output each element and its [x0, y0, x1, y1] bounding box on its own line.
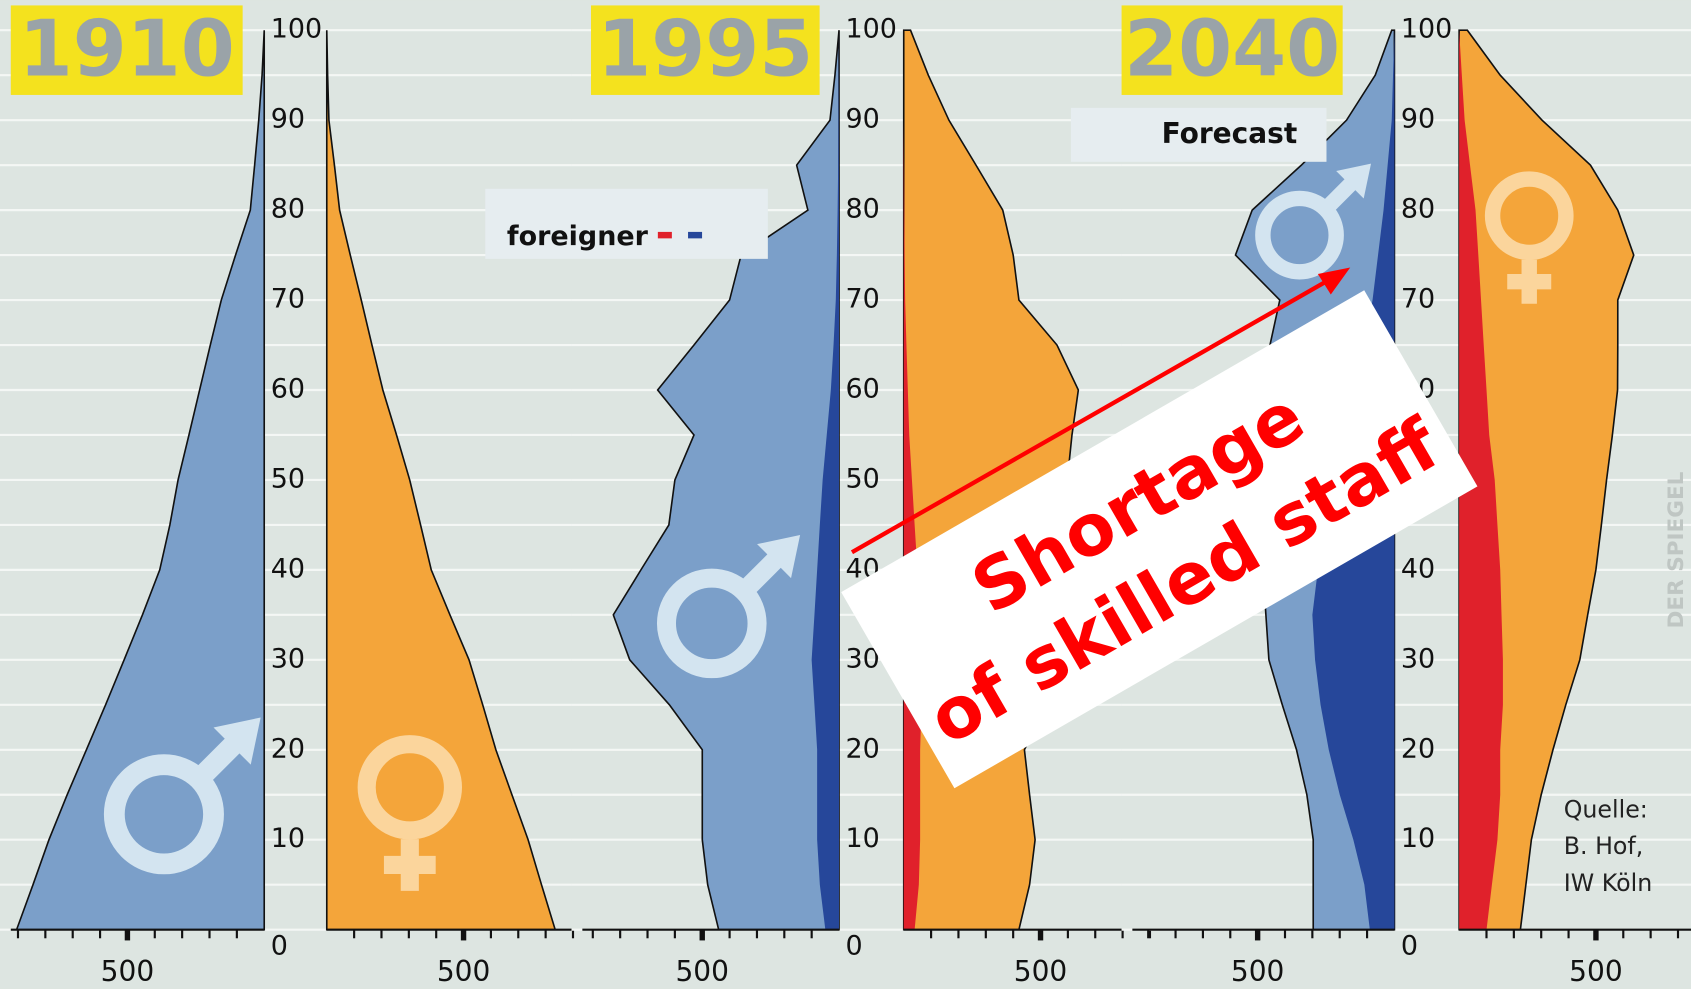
y-tick-label: 60 [846, 373, 880, 404]
gender-symbol [1255, 190, 1344, 280]
chart-title: 1910 [19, 4, 235, 94]
title-box [1121, 5, 1343, 95]
chart-title: 2040 [1124, 4, 1340, 94]
y-tick-label: 10 [271, 823, 305, 854]
title-box [590, 5, 820, 95]
y-tick-label: 30 [1401, 643, 1435, 674]
y-tick-label: 70 [846, 284, 880, 315]
x-tick-label: 500 [1569, 955, 1622, 988]
y-tick-label: 90 [846, 104, 880, 135]
y-tick-label: 20 [846, 733, 880, 764]
y-tick-label: 40 [1401, 553, 1435, 584]
y-tick-label: 80 [1401, 194, 1435, 225]
y-tick-label: 80 [271, 194, 305, 225]
x-tick-label: 500 [101, 955, 154, 988]
y-tick-label: 10 [1401, 823, 1435, 854]
y-tick-label: 10 [846, 823, 880, 854]
x-tick-label: 500 [1231, 955, 1284, 988]
source: IW Köln [1564, 869, 1653, 897]
chart-title: 1995 [597, 4, 813, 94]
legend-swatch [657, 231, 672, 239]
gender-symbol [1484, 171, 1574, 261]
y-tick-label: 70 [1401, 284, 1435, 315]
y-tick-label: 80 [846, 194, 880, 225]
source: Quelle: [1564, 796, 1648, 824]
y-tick-label: 70 [271, 284, 305, 315]
male-area [15, 30, 266, 931]
legend-label: foreigner [507, 221, 649, 252]
arrow-head [1317, 267, 1351, 295]
gender-symbol [213, 717, 261, 765]
x-tick-label: 500 [437, 955, 490, 988]
male-area [811, 30, 840, 930]
y-tick-label: 20 [1401, 733, 1435, 764]
y-tick-label: 50 [846, 463, 880, 494]
y-tick-label: 90 [1401, 104, 1435, 135]
gender-symbol [656, 568, 767, 679]
y-tick-label: 100 [846, 14, 897, 45]
y-tick-label: 50 [271, 463, 305, 494]
y-tick-label: 100 [271, 14, 322, 45]
forecast-box [1070, 107, 1327, 162]
y-tick-label: 40 [271, 553, 305, 584]
legend-box [485, 188, 768, 259]
gender-symbol [357, 735, 463, 840]
y-tick-label: 0 [1401, 930, 1418, 961]
callout-box [841, 290, 1478, 789]
y-tick-label: 0 [846, 930, 863, 961]
x-tick-label: 500 [1014, 955, 1067, 988]
credit: DER SPIEGEL [1664, 471, 1689, 628]
gender-symbol [103, 754, 224, 875]
title-box [10, 5, 243, 95]
source: B. Hof, [1564, 832, 1644, 860]
x-tick-label: 500 [675, 955, 728, 988]
y-tick-label: 100 [1401, 14, 1452, 45]
forecast-label: Forecast [1162, 117, 1298, 150]
y-tick-label: 20 [271, 733, 305, 764]
male-area [612, 30, 840, 931]
legend-swatch [688, 231, 703, 239]
y-tick-label: 90 [271, 104, 305, 135]
female-area [325, 30, 557, 931]
arrow [850, 276, 1333, 555]
y-tick-label: 0 [271, 930, 288, 961]
y-tick-label: 30 [271, 643, 305, 674]
y-tick-label: 60 [271, 373, 305, 404]
female-area [1459, 30, 1503, 930]
gender-symbol [1336, 163, 1372, 199]
gender-symbol [757, 535, 801, 579]
